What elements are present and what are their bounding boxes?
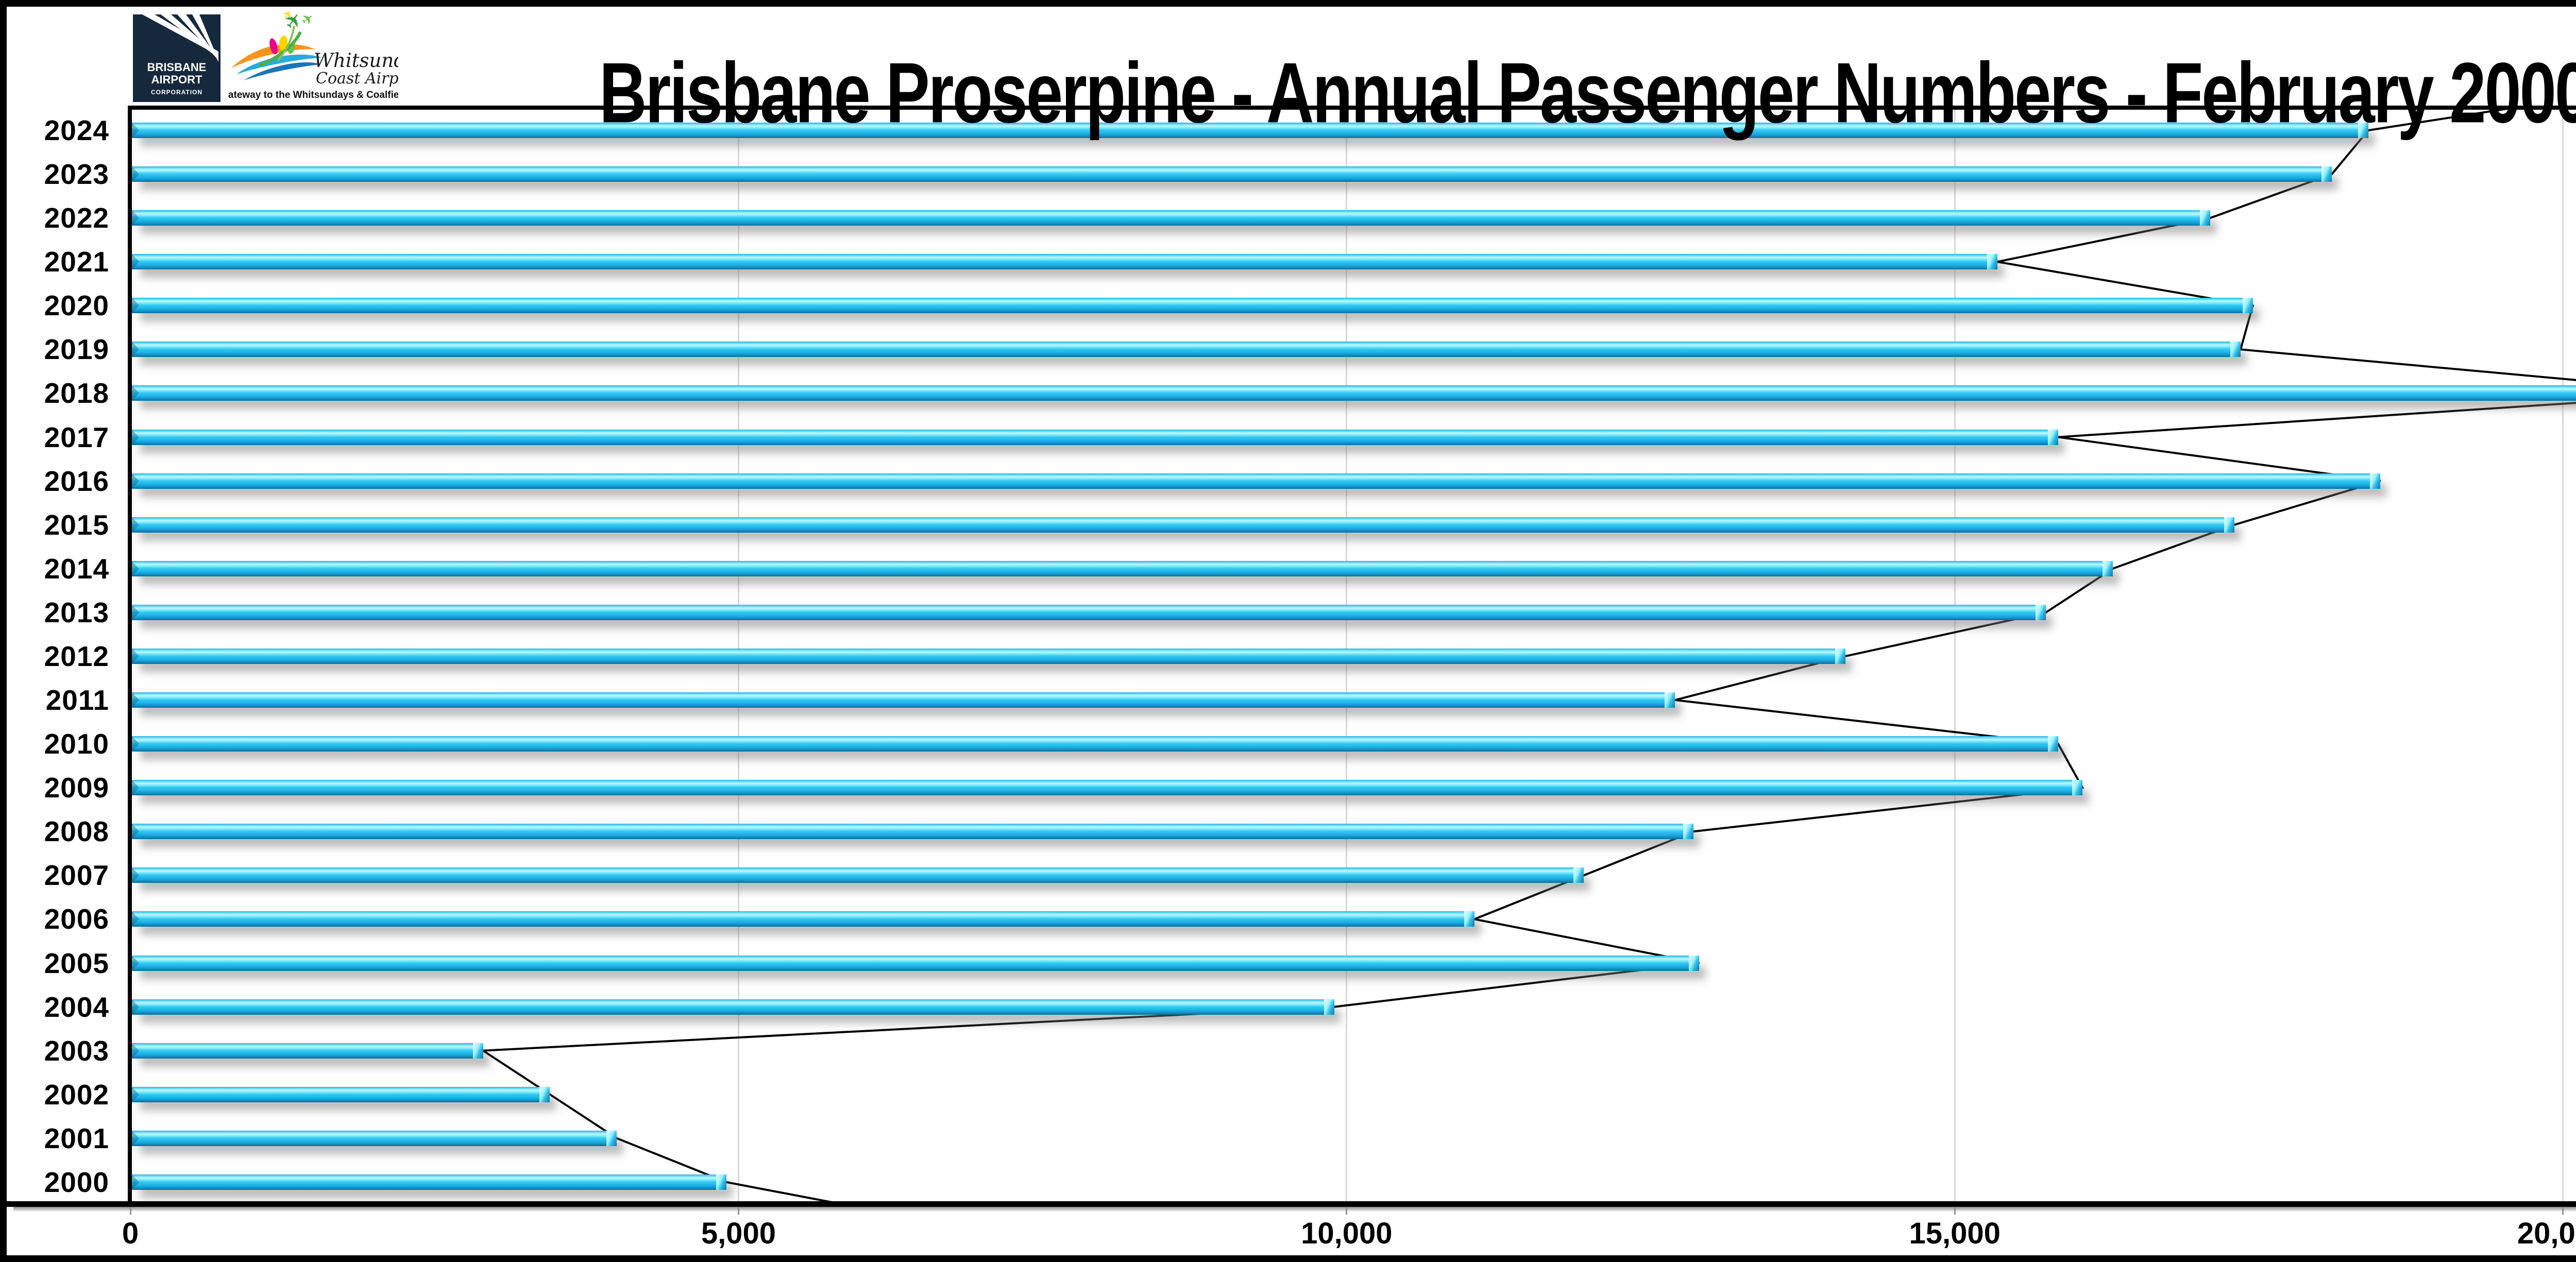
bar-2003 (132, 1043, 483, 1059)
brisbane-airport-logo-icon: BRISBANE AIRPORT CORPORATION (133, 14, 221, 102)
x-tick-20000 (2562, 1207, 2564, 1215)
bar-2009 (132, 780, 2083, 796)
bar-2019 (132, 342, 2241, 357)
bac-logo-line1: BRISBANE (147, 61, 207, 74)
x-axis-line (7, 1201, 2576, 1207)
y-axis-label-2009: 2009 (44, 772, 109, 804)
x-tick-10000 (1346, 1207, 1348, 1215)
x-axis-label-20000: 20,000 (2517, 1217, 2576, 1250)
bar-2016 (132, 473, 2381, 489)
gridline-20000 (2562, 110, 2564, 1201)
bar-2010 (132, 736, 2058, 752)
plane-trail-icon (277, 25, 295, 62)
bar-2020 (132, 298, 2253, 314)
y-axis-label-2012: 2012 (44, 640, 109, 672)
bar-2017 (132, 429, 2058, 445)
x-axis-shadow (13, 1207, 2576, 1212)
y-axis-label-2010: 2010 (44, 728, 109, 760)
y-axis-label-2000: 2000 (44, 1166, 109, 1198)
wave-orange-icon (231, 44, 316, 68)
page-title: Brisbane Proserpine - Annual Passenger N… (599, 45, 2576, 141)
y-axis-label-2003: 2003 (44, 1034, 109, 1067)
bar-2002 (132, 1086, 550, 1102)
bac-stripe-icon (177, 14, 218, 60)
y-axis-line (128, 106, 132, 1201)
bar-2007 (132, 867, 1584, 883)
bar-2015 (132, 517, 2235, 533)
y-axis-label-2001: 2001 (44, 1122, 109, 1154)
y-axis-label-2011: 2011 (45, 684, 109, 717)
y-axis-label-2024: 2024 (44, 114, 109, 146)
bar-2000 (132, 1174, 726, 1190)
y-axis-label-2021: 2021 (44, 246, 109, 278)
bac-logo-line2: AIRPORT (151, 73, 203, 86)
x-tick-0 (129, 1207, 131, 1215)
bar-2018 (132, 385, 2576, 401)
y-axis-label-2019: 2019 (44, 333, 109, 366)
x-tick-15000 (1954, 1207, 1956, 1215)
gridline-15000 (1954, 110, 1956, 1201)
bar-2001 (132, 1130, 617, 1146)
y-axis-label-2004: 2004 (44, 991, 109, 1023)
bar-2008 (132, 824, 1693, 840)
x-axis-label-10000: 10,000 (1301, 1217, 1393, 1250)
y-axis-label-2013: 2013 (44, 596, 109, 628)
x-tick-5000 (737, 1207, 739, 1215)
whitsunday-coast-airport-logo-icon: ✈ ✈ ✈ Whitsunday Coast Airport Gateway t… (228, 7, 398, 100)
y-axis-label-2002: 2002 (44, 1078, 109, 1111)
wave-light-blue-icon (236, 54, 322, 74)
bac-stripe-icon (142, 14, 218, 56)
x-axis-label-5000: 5,000 (701, 1217, 776, 1250)
whitsunday-logo-tagline: Gateway to the Whitsundays & Coalfields (228, 90, 398, 100)
bar-2022 (132, 210, 2210, 226)
y-axis-label-2022: 2022 (44, 202, 109, 234)
bar-2011 (132, 692, 1675, 708)
x-axis-label-15000: 15,000 (1909, 1217, 2001, 1250)
bar-2004 (132, 999, 1335, 1015)
y-axis-label-2005: 2005 (44, 947, 109, 979)
wave-dark-blue-icon (244, 62, 321, 80)
y-axis-label-2008: 2008 (44, 815, 109, 848)
y-axis-label-2017: 2017 (44, 421, 109, 453)
bar-2023 (132, 166, 2332, 182)
y-axis-label-2016: 2016 (44, 465, 109, 497)
x-axis-label-0: 0 (122, 1217, 139, 1250)
petal-yellow-icon (279, 36, 288, 51)
bac-stripe-icon (192, 14, 218, 62)
y-axis-label-2020: 2020 (44, 289, 109, 322)
bar-2021 (132, 254, 1997, 270)
bar-2006 (132, 911, 1475, 927)
petal-pink-icon (269, 38, 278, 55)
y-axis-label-2015: 2015 (44, 508, 109, 541)
whitsunday-logo-name2: Coast Airport (316, 70, 398, 88)
whitsunday-logo-name1: Whitsunday (314, 49, 398, 72)
bar-2005 (132, 955, 1700, 971)
bar-2012 (132, 648, 1845, 664)
y-axis-label-2023: 2023 (44, 158, 109, 191)
y-axis-label-2014: 2014 (44, 552, 109, 585)
bac-logo-line3: CORPORATION (151, 89, 202, 96)
y-axis-label-2006: 2006 (44, 903, 109, 935)
bar-2014 (132, 560, 2113, 576)
y-axis-label-2007: 2007 (44, 859, 109, 892)
bac-stripe-icon (161, 14, 218, 58)
bar-2013 (132, 604, 2046, 620)
y-axis-label-2018: 2018 (44, 377, 109, 410)
